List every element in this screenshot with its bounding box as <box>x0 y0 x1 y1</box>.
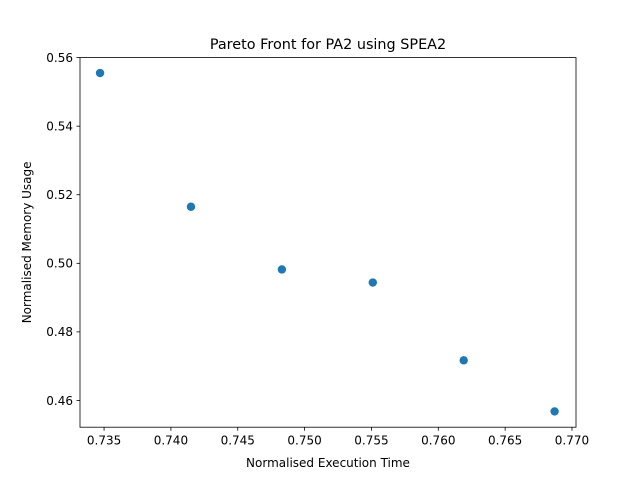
data-point-2 <box>186 202 196 211</box>
x-tick-label: 0.745 <box>221 434 255 448</box>
plot-frame <box>79 57 577 428</box>
chart-title: Pareto Front for PA2 using SPEA2 <box>210 37 446 53</box>
y-tick-label: 0.52 <box>46 188 73 202</box>
x-tick-label: 0.765 <box>488 434 522 448</box>
x-axis-label: Normalised Execution Time <box>246 456 410 470</box>
data-point-4 <box>368 278 377 287</box>
x-tick-label: 0.750 <box>287 434 321 448</box>
x-tick-label: 0.735 <box>87 434 121 448</box>
y-tick-label: 0.48 <box>46 325 73 339</box>
x-axis-ticks: 0.735 0.740 0.745 0.750 0.755 0.760 0.765 0.770 <box>87 427 589 448</box>
points-layer <box>95 68 559 416</box>
x-tick-label: 0.770 <box>555 434 589 448</box>
data-point-1 <box>95 68 105 78</box>
x-tick-label: 0.755 <box>354 434 388 448</box>
x-tick-label: 0.740 <box>154 434 188 448</box>
y-axis-label: Normalised Memory Usage <box>20 161 34 323</box>
data-point-5 <box>459 356 468 365</box>
y-axis-ticks: 0.46 0.48 0.50 0.52 0.54 0.56 <box>46 51 80 408</box>
y-tick-label: 0.50 <box>46 257 73 271</box>
y-tick-label: 0.46 <box>46 394 73 408</box>
data-point-6 <box>550 407 559 416</box>
y-tick-label: 0.54 <box>46 119 73 133</box>
x-tick-label: 0.760 <box>421 434 455 448</box>
y-tick-label: 0.56 <box>46 51 73 65</box>
data-point-3 <box>277 265 287 274</box>
